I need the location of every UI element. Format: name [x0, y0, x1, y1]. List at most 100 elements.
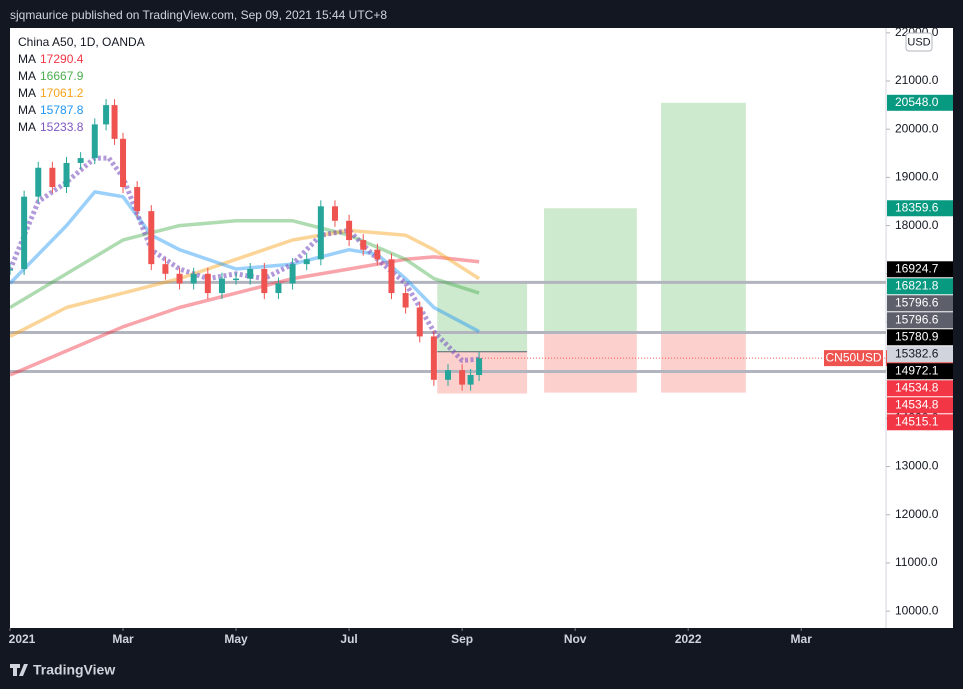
price-label: 14534.8 [895, 397, 939, 411]
candle-body [77, 158, 84, 163]
logo-slash [19, 664, 28, 676]
legend-name: MA [18, 52, 36, 66]
price-label-bg [887, 312, 953, 329]
price-label-bg [887, 346, 953, 363]
profit-zone [544, 208, 637, 332]
price-label: 16924.7 [895, 261, 939, 275]
legend-name: MA [18, 120, 36, 134]
candle-body [35, 167, 42, 197]
candle-body [204, 273, 211, 294]
price-label-bg [887, 329, 953, 346]
price-label-bg [887, 295, 953, 312]
candle-body [120, 138, 127, 188]
price-label: 14515.1 [895, 414, 939, 428]
footer-brand: TradingView [33, 662, 115, 678]
candle-body [218, 278, 225, 294]
price-label-bg [887, 397, 953, 414]
x-tick-label: Mar [112, 632, 134, 646]
moving-average [10, 190, 480, 334]
loss-zone [544, 331, 637, 393]
y-tick-label: 20000.0 [895, 121, 939, 135]
x-tick-label: 2021 [9, 632, 36, 646]
candle-body [10, 268, 13, 271]
price-label-bg [887, 278, 953, 295]
price-label: 15780.9 [895, 329, 939, 343]
y-tick-label: 21000.0 [895, 73, 939, 87]
candle-body [331, 206, 338, 221]
logo-stem [13, 664, 17, 676]
price-label-bg [887, 261, 953, 278]
candle-body [103, 105, 110, 125]
y-tick-label: 13000.0 [895, 459, 939, 473]
legend-name: MA [18, 103, 36, 117]
footer-logo [10, 664, 28, 676]
candle-body [49, 167, 56, 188]
candle-body [190, 273, 197, 284]
candle-body [430, 336, 437, 380]
x-tick-label: Nov [564, 632, 587, 646]
x-tick-label: Mar [791, 632, 813, 646]
candle-body [360, 240, 367, 250]
symbol-tag [824, 350, 883, 367]
y-tick-label: 19000.0 [895, 170, 939, 184]
price-label-bg [887, 94, 953, 111]
candle-body [134, 187, 141, 212]
legend-value: 15787.8 [40, 103, 84, 117]
candle-body [21, 196, 28, 269]
price-label: 18359.6 [895, 200, 939, 214]
price-label: 16821.8 [895, 278, 939, 292]
legend-value: 15233.8 [40, 120, 84, 134]
price-label: 14972.1 [895, 363, 939, 377]
price-label: 15382.6 [895, 346, 939, 360]
currency: USD [907, 36, 930, 48]
y-tick-label: 12000.0 [895, 507, 939, 521]
y-tick-label: 11000.0 [895, 555, 938, 569]
profit-zone [437, 282, 528, 352]
legend-name: MA [18, 86, 36, 100]
currency-box[interactable] [905, 32, 933, 52]
candle-body [374, 249, 381, 260]
candle-body [467, 374, 474, 385]
legend-value: 17061.2 [40, 86, 84, 100]
candle-body [402, 293, 409, 308]
candle-body [388, 259, 395, 294]
legend-value: 16667.9 [40, 69, 84, 83]
price-label: 15796.6 [895, 295, 939, 309]
candle-body [476, 358, 483, 375]
symbol-name: CN50USD [825, 350, 881, 364]
price-label-bg [887, 363, 953, 380]
candle-body [289, 264, 296, 284]
price-label-bg [887, 414, 953, 431]
legend-value: 17290.4 [40, 52, 84, 66]
chart-title: China A50, 1D, OANDA [18, 35, 145, 49]
x-tick-label: May [224, 632, 248, 646]
candle-body [303, 259, 310, 265]
profit-zone [661, 102, 746, 332]
x-tick-label: 2022 [675, 632, 702, 646]
price-label-bg [887, 200, 953, 217]
candle-body [459, 370, 466, 385]
candle-body [176, 273, 183, 284]
candle-body [261, 268, 268, 294]
moving-average [10, 228, 481, 338]
x-tick-label: Sep [451, 632, 473, 646]
candle-body [63, 162, 70, 188]
price-label: 14534.8 [895, 380, 939, 394]
candle-body [91, 124, 98, 159]
price-label: 15796.6 [895, 312, 939, 326]
y-tick-label: 18000.0 [895, 218, 939, 232]
plot [10, 99, 886, 394]
price-label-bg [887, 380, 953, 397]
plot-area [10, 28, 886, 628]
x-tick-label: Jul [340, 632, 357, 646]
candle-body [111, 105, 118, 139]
candle-body [445, 370, 451, 380]
moving-average [10, 219, 480, 310]
candle-body [275, 283, 282, 294]
candle-body [346, 220, 353, 241]
candle-body [148, 211, 155, 265]
candle-body [416, 307, 423, 337]
loss-zone [661, 331, 746, 393]
candle-body [247, 268, 254, 279]
